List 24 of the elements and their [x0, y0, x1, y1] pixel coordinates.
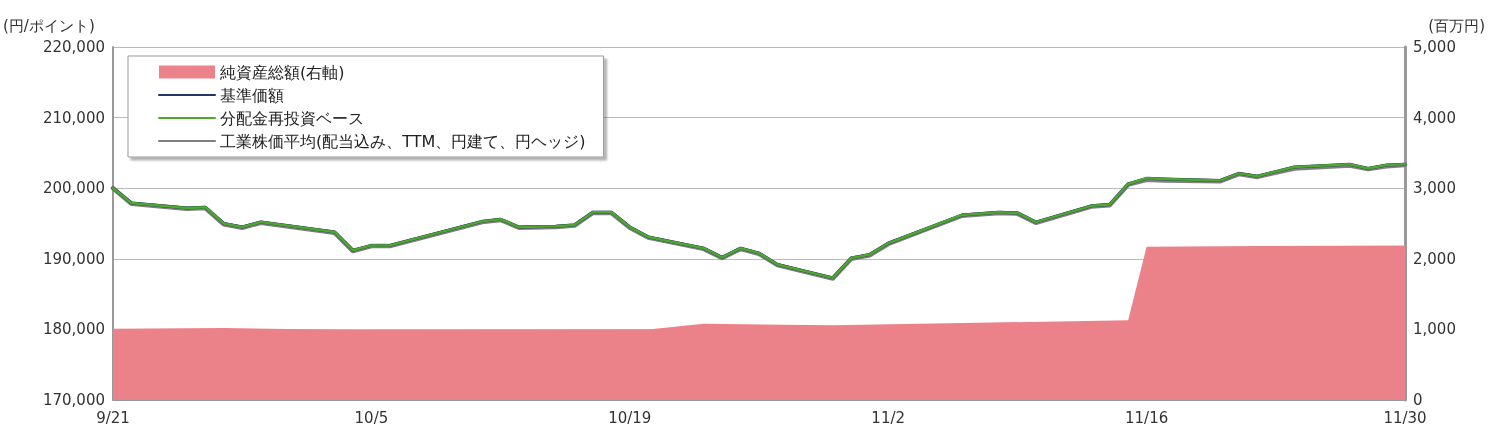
y-tick-label: 220,000	[42, 38, 105, 56]
legend-label: 純資産総額(右軸)	[220, 62, 345, 82]
y2-tick-label: 1,000	[1413, 320, 1456, 339]
y-tick-label: 190,000	[42, 249, 105, 268]
y-tick-label: 170,000	[42, 391, 105, 409]
x-tick-label: 10/5	[354, 408, 389, 427]
y2-tick-label: 0	[1413, 391, 1423, 409]
x-tick-label: 10/19	[608, 408, 652, 427]
y2-tick-label: 4,000	[1413, 108, 1456, 127]
y2-tick-label: 3,000	[1413, 179, 1456, 198]
legend-label: 基準価額	[220, 85, 284, 105]
x-tick-label: 9/21	[96, 408, 130, 427]
x-tick-label: 11/2	[871, 408, 906, 427]
y-axis-title: (円/ポイント)	[3, 16, 95, 35]
y2-axis-title: (百万円)	[1428, 16, 1485, 35]
y2-tick-label: 5,000	[1413, 38, 1456, 56]
legend-label: 分配金再投資ベース	[220, 108, 364, 128]
y-tick-label: 200,000	[42, 179, 105, 198]
y-tick-label: 210,000	[42, 108, 105, 127]
y2-tick-label: 2,000	[1413, 249, 1456, 268]
x-tick-label: 11/30	[1383, 408, 1427, 427]
legend-label: 工業株価平均(配当込み、TTM、円建て、円ヘッジ)	[220, 131, 586, 151]
x-tick-label: 11/16	[1124, 408, 1169, 427]
y-tick-label: 180,000	[42, 320, 105, 339]
